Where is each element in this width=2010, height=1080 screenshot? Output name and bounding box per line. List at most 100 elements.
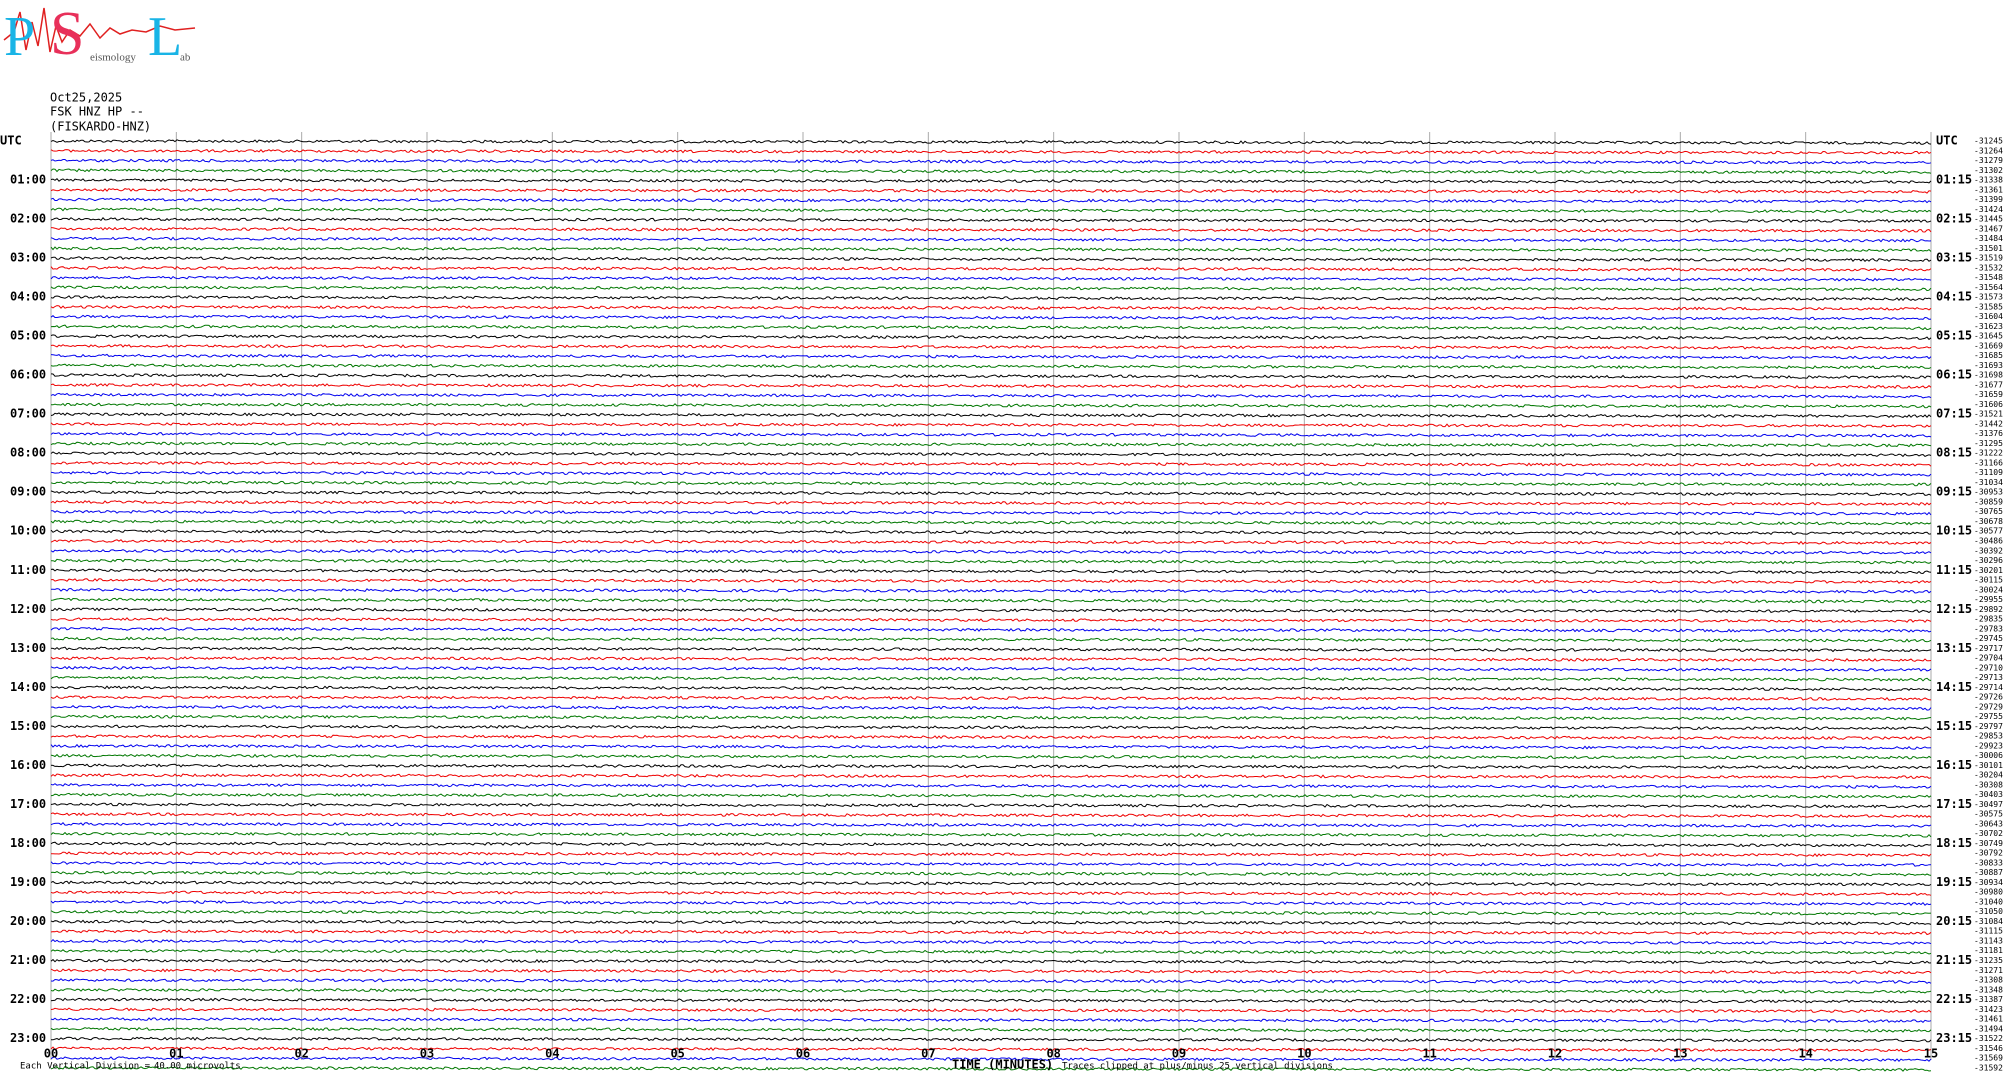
offset-label: -31548 bbox=[1974, 273, 2003, 282]
offset-label: -30887 bbox=[1974, 868, 2003, 877]
seismic-trace bbox=[50, 295, 1932, 302]
hour-label: 18:15 bbox=[1936, 836, 1972, 850]
hour-label: 17:00 bbox=[10, 797, 46, 811]
seismic-trace bbox=[50, 636, 1932, 643]
offset-label: -31279 bbox=[1974, 156, 2003, 165]
seismic-trace bbox=[50, 743, 1932, 750]
x-tick-label: 05 bbox=[670, 1047, 684, 1061]
seismic-trace bbox=[50, 704, 1932, 711]
hour-label: 09:00 bbox=[10, 485, 46, 499]
offset-label: -30643 bbox=[1974, 819, 2003, 828]
offset-label: -29704 bbox=[1974, 654, 2003, 663]
seismic-trace bbox=[50, 324, 1932, 331]
offset-label: -30486 bbox=[1974, 536, 2003, 545]
logo-letter: P bbox=[4, 6, 35, 68]
logo-word: ab bbox=[180, 52, 191, 64]
hour-label: 02:00 bbox=[10, 212, 46, 226]
seismic-trace bbox=[50, 665, 1932, 672]
offset-label: -29797 bbox=[1974, 722, 2003, 731]
hour-label: 15:15 bbox=[1936, 719, 1972, 733]
offset-label: -30403 bbox=[1974, 790, 2003, 799]
axis-title: TIME (MINUTES) bbox=[952, 1058, 1053, 1072]
offset-label: -31181 bbox=[1974, 946, 2003, 955]
offset-label: -29892 bbox=[1974, 605, 2003, 614]
offset-label: -31222 bbox=[1974, 449, 2003, 458]
seismic-trace bbox=[50, 685, 1932, 692]
seismic-trace bbox=[50, 431, 1932, 438]
x-tick-label: 13 bbox=[1673, 1047, 1687, 1061]
x-tick-label: 08 bbox=[1046, 1047, 1060, 1061]
offset-label: -29710 bbox=[1974, 663, 2003, 672]
offset-label: -30859 bbox=[1974, 497, 2003, 506]
offset-label: -31308 bbox=[1974, 976, 2003, 985]
seismic-trace bbox=[50, 392, 1932, 399]
offset-label: -29755 bbox=[1974, 712, 2003, 721]
offset-label: -30006 bbox=[1974, 751, 2003, 760]
seismic-trace bbox=[50, 578, 1932, 584]
x-tick-label: 14 bbox=[1798, 1047, 1812, 1061]
offset-label: -31034 bbox=[1974, 478, 2003, 487]
offset-label: -31521 bbox=[1974, 410, 2003, 419]
seismic-trace bbox=[50, 587, 1932, 594]
seismic-trace bbox=[50, 412, 1932, 418]
seismic-trace bbox=[50, 617, 1932, 623]
seismic-trace bbox=[51, 402, 1932, 409]
offset-label: -31423 bbox=[1974, 1005, 2003, 1014]
hour-label: 08:15 bbox=[1936, 446, 1972, 460]
offset-label: -30101 bbox=[1974, 761, 2003, 770]
seismic-trace bbox=[50, 841, 1932, 848]
seismic-trace bbox=[50, 714, 1932, 721]
labels: 00 01 02 03 04 05 06 07 08 09 10 11 12 13 14 15 UTC UTC 01… bbox=[0, 134, 2003, 1073]
offset-label: -31235 bbox=[1974, 956, 2003, 965]
hour-label: 12:15 bbox=[1936, 602, 1972, 616]
seismic-trace bbox=[50, 177, 1932, 184]
seismic-trace bbox=[50, 939, 1932, 945]
seismic-trace bbox=[50, 148, 1932, 155]
seismic-trace bbox=[50, 773, 1932, 780]
seismic-trace bbox=[50, 266, 1932, 272]
hour-label: 10:15 bbox=[1936, 524, 1972, 538]
offset-label: -29783 bbox=[1974, 624, 2003, 633]
offset-label: -31569 bbox=[1974, 1054, 2003, 1063]
hour-label: 14:15 bbox=[1936, 680, 1972, 694]
grid bbox=[50, 132, 1932, 1060]
offset-label: -31623 bbox=[1974, 322, 2003, 331]
offset-label: -31040 bbox=[1974, 897, 2003, 906]
offset-label: -29955 bbox=[1974, 595, 2003, 604]
seismic-trace bbox=[50, 549, 1932, 555]
seismic-trace bbox=[50, 597, 1932, 604]
hour-label: 06:15 bbox=[1936, 368, 1972, 382]
offset-label: -29717 bbox=[1974, 644, 2003, 653]
seismic-trace bbox=[50, 344, 1932, 350]
hour-label: 06:00 bbox=[10, 368, 46, 382]
offset-label: -30577 bbox=[1974, 527, 2003, 536]
offset-label: -31445 bbox=[1974, 215, 2003, 224]
seismic-trace bbox=[50, 607, 1932, 614]
hour-label: 16:00 bbox=[10, 758, 46, 772]
hour-label: 10:00 bbox=[10, 524, 46, 538]
x-tick-label: 15 bbox=[1924, 1047, 1938, 1061]
x-tick-label: 06 bbox=[796, 1047, 810, 1061]
offset-label: -30833 bbox=[1974, 858, 2003, 867]
offset-label: -30115 bbox=[1974, 576, 2003, 585]
offset-label: -30980 bbox=[1974, 888, 2003, 897]
seismic-trace bbox=[50, 217, 1932, 223]
hour-label: 21:00 bbox=[10, 953, 46, 967]
seismic-trace bbox=[50, 529, 1932, 536]
hour-label: 07:15 bbox=[1936, 407, 1972, 421]
offset-label: -31484 bbox=[1974, 234, 2003, 243]
logo-letter: S bbox=[50, 0, 84, 68]
offset-label: -31522 bbox=[1974, 1034, 2003, 1043]
offset-label: -31245 bbox=[1974, 137, 2003, 146]
seismic-trace bbox=[50, 509, 1932, 516]
offset-label: -30204 bbox=[1974, 771, 2003, 780]
hour-label: 08:00 bbox=[10, 446, 46, 460]
offset-label: -30765 bbox=[1974, 507, 2003, 516]
division-note: Each Vertical Division = bbox=[20, 1062, 151, 1072]
seismic-trace bbox=[50, 246, 1932, 253]
offset-label: -30497 bbox=[1974, 800, 2003, 809]
seismic-trace bbox=[50, 480, 1932, 487]
offset-label: -30678 bbox=[1974, 517, 2003, 526]
logo-wave bbox=[3, 7, 196, 53]
offset-label: -31271 bbox=[1974, 966, 2003, 975]
